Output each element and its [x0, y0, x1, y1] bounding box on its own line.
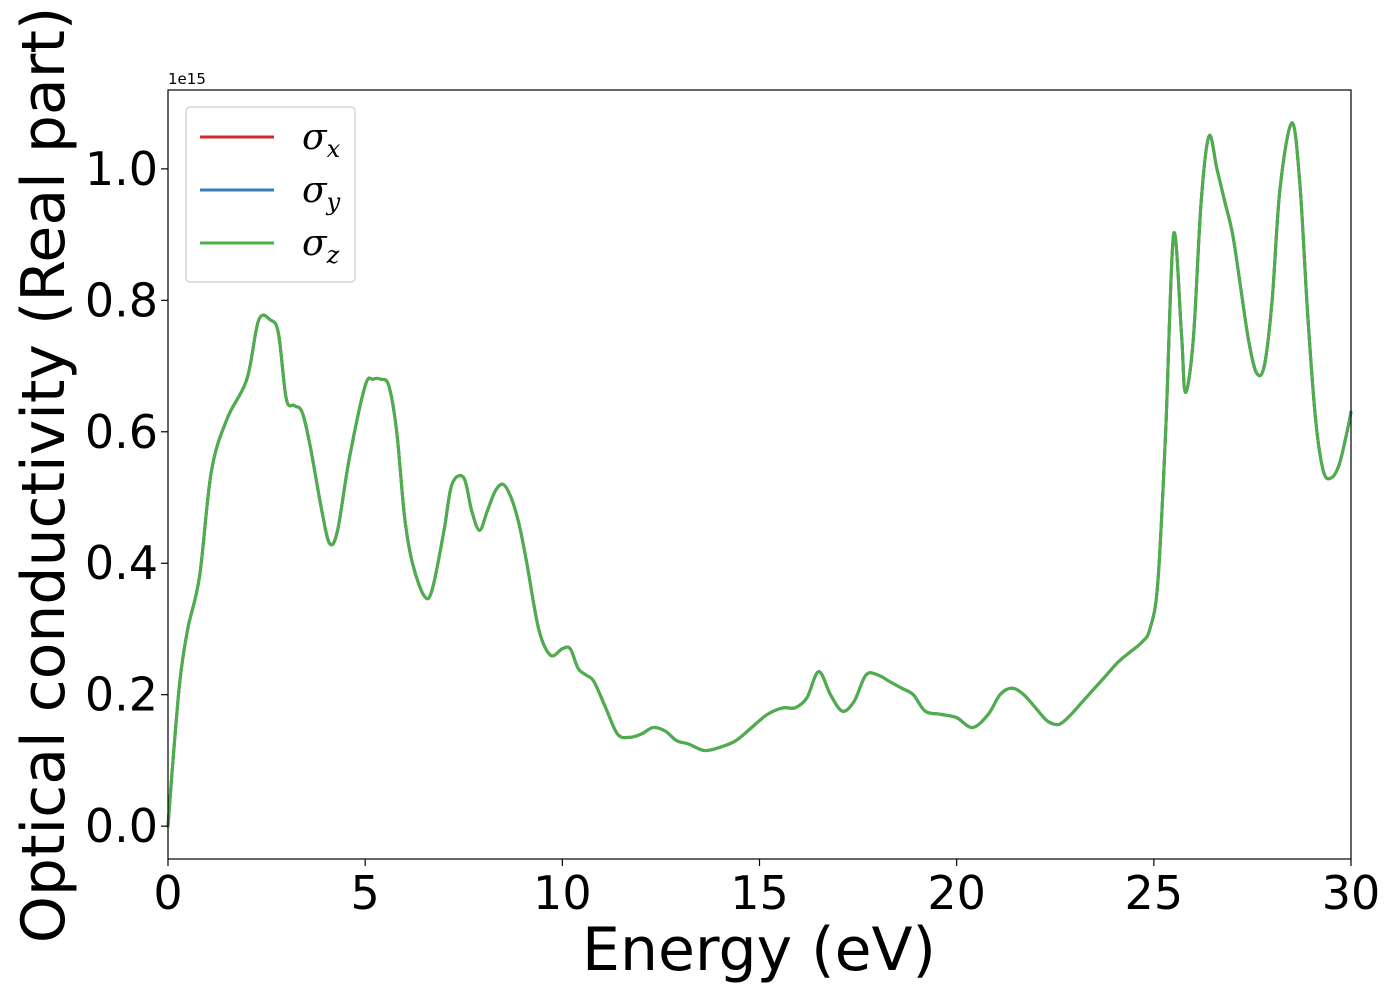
y-tick-label: 0.2 — [85, 668, 158, 722]
x-tick-label: 0 — [153, 866, 182, 920]
x-axis-ticks: 0 5 10 15 20 25 30 — [153, 859, 1380, 920]
y-axis-ticks: 0.0 0.2 0.4 0.6 0.8 1.0 — [85, 142, 168, 853]
x-tick-label: 25 — [1125, 866, 1184, 920]
legend-label: σy — [302, 170, 341, 216]
y-axis-title: Optical conductivity (Real part) — [9, 7, 79, 944]
legend-frame — [185, 106, 356, 283]
y-tick-label: 0.6 — [85, 405, 158, 459]
y-tick-label: 1.0 — [85, 142, 158, 196]
legend-label: σx — [302, 117, 341, 163]
series-layer — [166, 121, 1353, 828]
x-tick-label: 20 — [927, 866, 986, 920]
y-tick-label: 0.0 — [85, 799, 158, 853]
y-tick-label: 0.8 — [85, 273, 158, 327]
x-tick-label: 10 — [533, 866, 592, 920]
y-offset-label: 1e15 — [168, 70, 206, 88]
series-line-sigma-z — [166, 121, 1353, 828]
x-tick-label: 30 — [1322, 866, 1381, 920]
x-axis-title: Energy (eV) — [582, 915, 936, 985]
x-tick-label: 15 — [730, 866, 789, 920]
legend-label: σz — [302, 223, 340, 269]
legend: σx σy σz — [185, 106, 356, 283]
y-tick-label: 0.4 — [85, 536, 158, 590]
plot-area-background — [168, 90, 1351, 859]
x-tick-label: 5 — [351, 866, 380, 920]
